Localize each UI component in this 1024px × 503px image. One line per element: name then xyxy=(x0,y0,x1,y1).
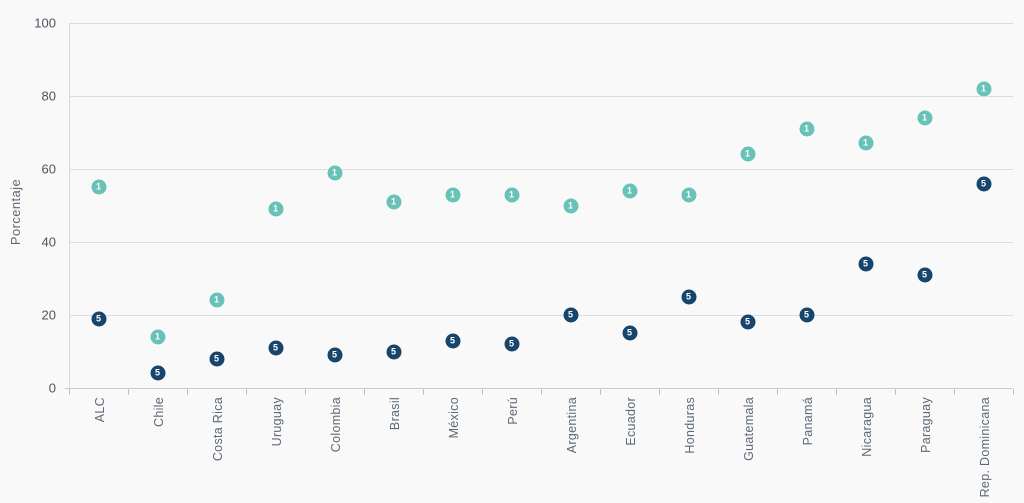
data-point[interactable]: 1 xyxy=(740,146,755,162)
y-axis-line xyxy=(69,23,70,388)
x-tick xyxy=(482,389,483,395)
x-tick xyxy=(600,389,601,395)
data-point[interactable]: 5 xyxy=(504,336,519,352)
data-point[interactable]: 5 xyxy=(740,314,755,330)
x-tick xyxy=(246,389,247,395)
data-point[interactable]: 5 xyxy=(445,333,460,349)
data-point[interactable]: 5 xyxy=(91,311,106,327)
data-point[interactable]: 5 xyxy=(268,340,283,356)
x-axis-label: Guatemala xyxy=(741,397,756,461)
data-point[interactable]: 1 xyxy=(504,187,519,203)
x-axis-label: Perú xyxy=(505,397,520,425)
data-point[interactable]: 5 xyxy=(976,176,991,192)
y-tick-label: 20 xyxy=(41,307,56,323)
data-point[interactable]: 1 xyxy=(91,179,106,195)
data-point[interactable]: 5 xyxy=(681,289,696,305)
x-axis-label: Panamá xyxy=(800,397,815,446)
data-point[interactable]: 1 xyxy=(917,110,932,126)
x-axis-label: Paraguay xyxy=(918,397,933,453)
x-tick xyxy=(954,389,955,395)
x-tick xyxy=(305,389,306,395)
data-point[interactable]: 1 xyxy=(268,201,283,217)
x-axis-line xyxy=(65,388,1013,389)
data-point[interactable]: 1 xyxy=(681,187,696,203)
data-point[interactable]: 5 xyxy=(858,256,873,272)
x-axis-label: Uruguay xyxy=(269,397,284,447)
x-tick xyxy=(1013,389,1014,395)
y-tick-label: 100 xyxy=(34,15,56,31)
x-axis-label: Argentina xyxy=(564,397,579,454)
x-axis-label: Honduras xyxy=(682,397,697,454)
gridline xyxy=(69,169,1013,170)
x-axis-label: Rep. Dominicana xyxy=(977,397,992,498)
data-point[interactable]: 5 xyxy=(327,347,342,363)
x-tick xyxy=(541,389,542,395)
x-axis-label: Ecuador xyxy=(623,397,638,446)
data-point[interactable]: 5 xyxy=(386,344,401,359)
x-axis-label: Costa Rica xyxy=(210,397,225,462)
x-tick xyxy=(895,389,896,395)
x-tick xyxy=(69,389,70,395)
data-point[interactable]: 1 xyxy=(209,292,224,308)
data-point[interactable]: 1 xyxy=(327,165,342,181)
x-axis-label: Colombia xyxy=(328,397,343,453)
x-tick xyxy=(423,389,424,395)
data-point[interactable]: 1 xyxy=(445,187,460,203)
gridline xyxy=(69,315,1013,316)
data-point[interactable]: 5 xyxy=(917,267,932,283)
gridline xyxy=(69,96,1013,97)
x-axis-label: México xyxy=(446,397,461,439)
data-point[interactable]: 5 xyxy=(799,307,814,323)
data-point[interactable]: 5 xyxy=(209,351,224,367)
x-tick xyxy=(718,389,719,395)
x-tick xyxy=(128,389,129,395)
y-tick-label: 0 xyxy=(48,380,56,396)
x-axis-label: Brasil xyxy=(387,397,402,431)
data-point[interactable]: 1 xyxy=(799,121,814,137)
x-tick xyxy=(659,389,660,395)
y-tick-label: 40 xyxy=(41,234,56,250)
data-point[interactable]: 5 xyxy=(622,325,637,341)
data-point[interactable]: 1 xyxy=(976,81,991,97)
y-tick-label: 60 xyxy=(41,161,56,177)
gridline xyxy=(69,242,1013,243)
gridline xyxy=(69,23,1013,24)
data-point[interactable]: 1 xyxy=(622,183,637,199)
x-axis-label: Chile xyxy=(151,397,166,427)
x-tick xyxy=(777,389,778,395)
x-tick xyxy=(836,389,837,395)
y-tick-label: 80 xyxy=(41,88,56,104)
data-point[interactable]: 5 xyxy=(563,307,578,323)
x-tick xyxy=(364,389,365,395)
data-point[interactable]: 5 xyxy=(150,365,165,381)
x-axis-label: ALC xyxy=(92,397,107,423)
data-point[interactable]: 1 xyxy=(150,329,165,345)
data-point[interactable]: 1 xyxy=(858,135,873,151)
x-tick xyxy=(187,389,188,395)
data-point[interactable]: 1 xyxy=(563,198,578,213)
x-axis-label: Nicaragua xyxy=(859,397,874,457)
data-point[interactable]: 1 xyxy=(386,194,401,210)
